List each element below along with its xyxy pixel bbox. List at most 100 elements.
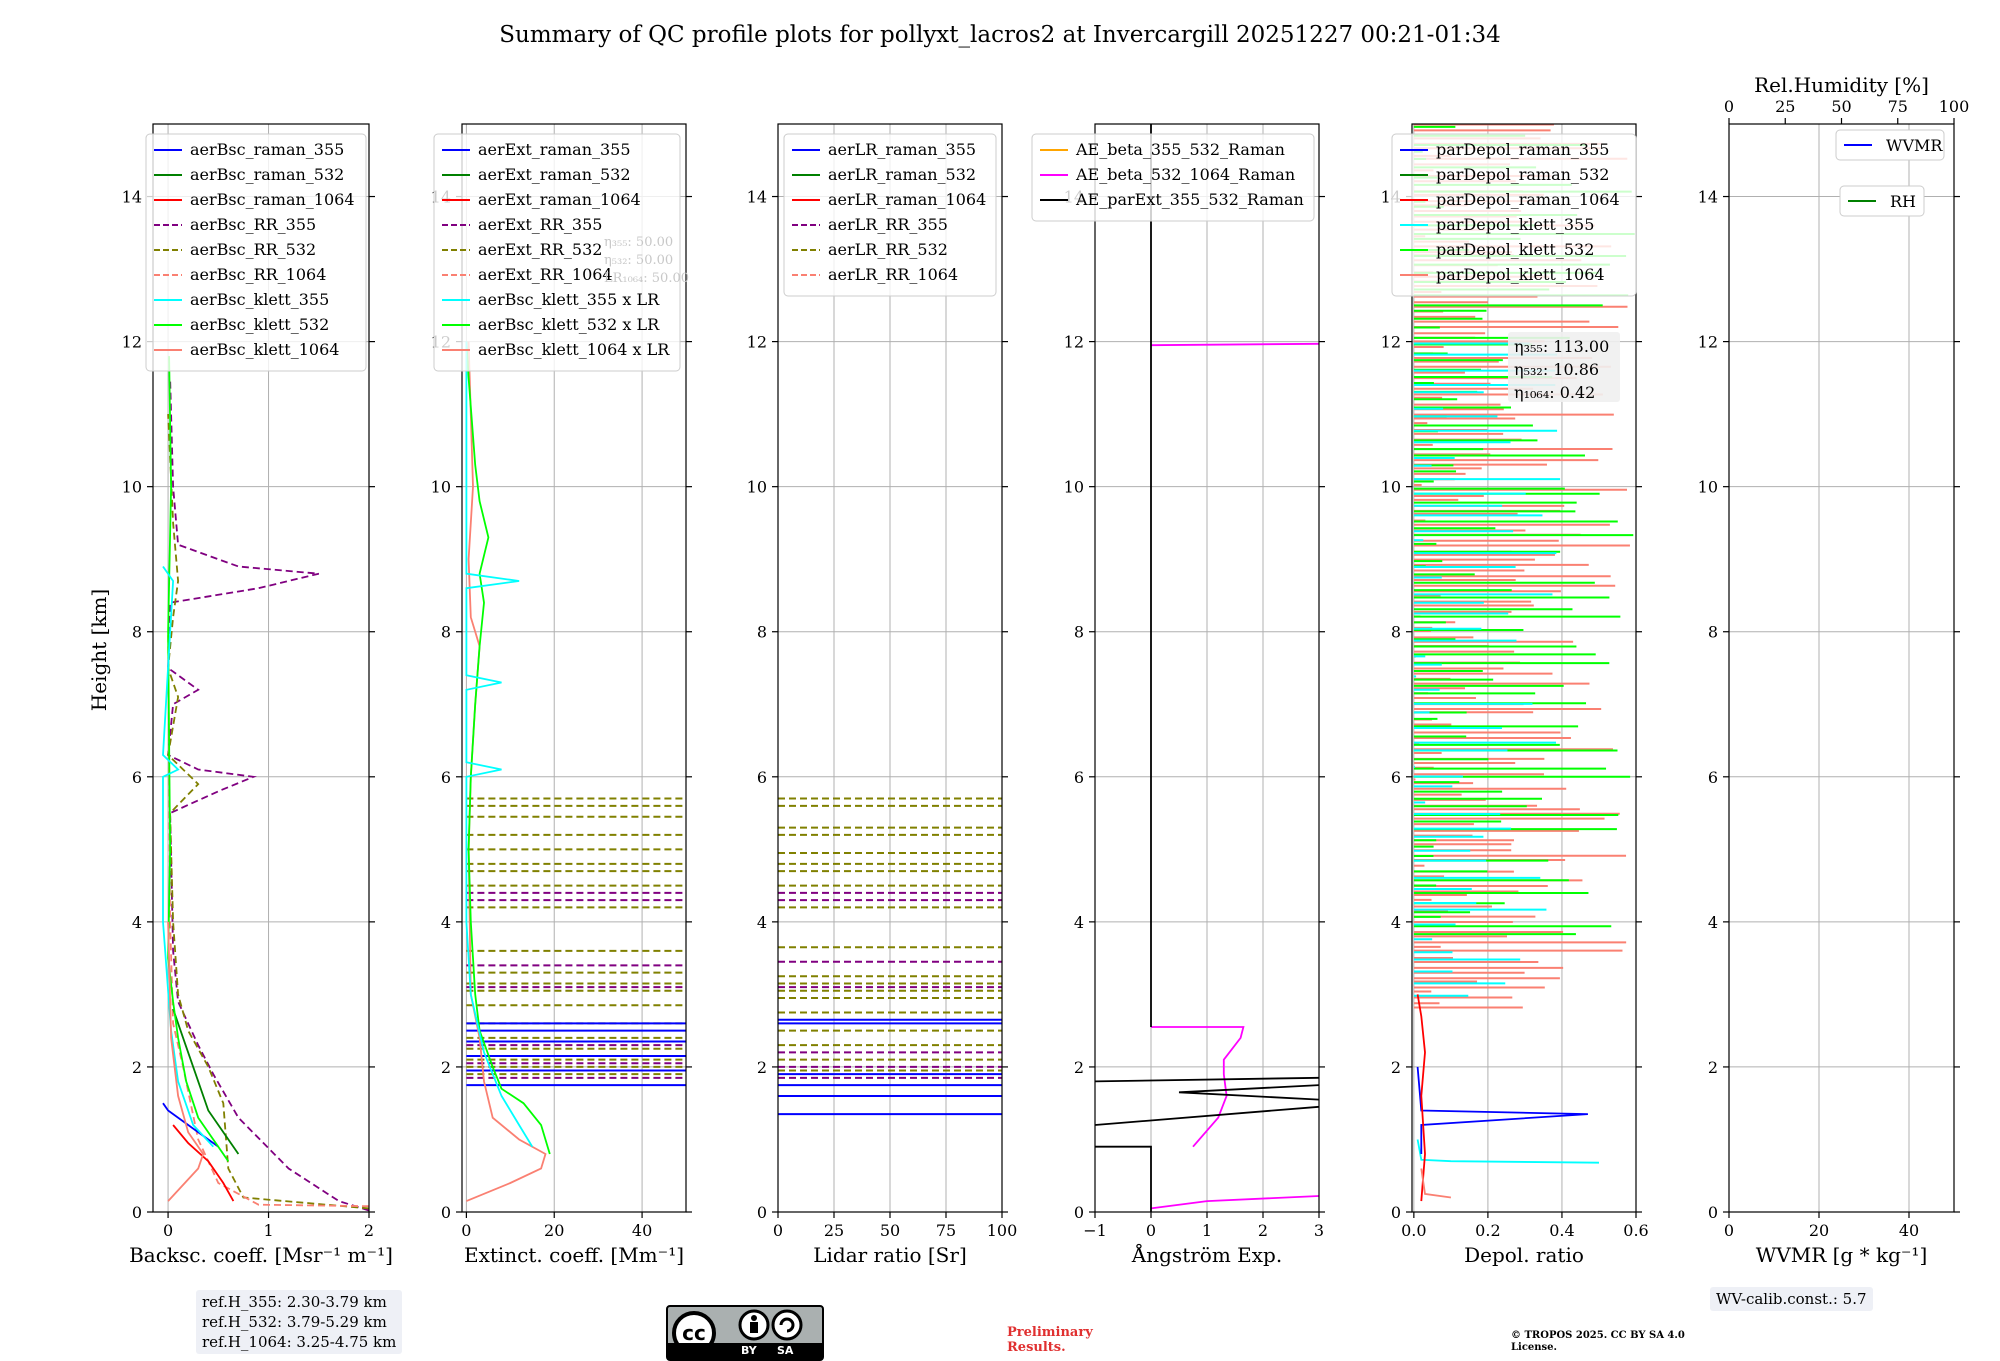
series-AE_parExt_355_532_Raman [1095,1105,1319,1126]
x-tick-label: 40 [632,1221,652,1240]
y-tick-label: 6 [441,768,451,787]
y-tick-label: 6 [1074,768,1084,787]
y-tick-label: 0 [757,1203,767,1222]
legend-box [1391,133,1637,297]
legend-label: RH [1890,192,1916,211]
y-tick-label: 4 [132,913,142,932]
y-tick-label: 10 [122,478,142,497]
y-tick-label: 8 [1708,623,1718,642]
legend-label: aerBsc_RR_355 [190,215,316,234]
x-tick-label: 0 [1724,1221,1734,1240]
series-aerBsc_klett_355 x LR [465,341,534,1148]
x-tick-label: 0.2 [1475,1221,1500,1240]
x-axis-label: Extinct. coeff. [Mm⁻¹] [464,1243,684,1267]
x-tick-label: 0.6 [1623,1221,1648,1240]
series-AE_parExt_355_532_Raman [1178,1084,1319,1101]
axes-frame [1728,123,1955,1213]
y-tick-label: 14 [1698,188,1718,207]
series-parDepol_klett_355 [1416,1139,1600,1164]
legend-ext: aerExt_raman_355 aerExt_raman_532 aerExt_r… [433,133,681,372]
ref-height-1064: ref.H_1064: 3.25-4.75 km [202,1333,397,1351]
top-x-tick-label: 0 [1724,97,1734,116]
eta-annotation: η₃₅₅: 113.00 [1514,337,1609,356]
x-tick-label: −1 [1083,1221,1107,1240]
axes-frame [1411,123,1637,1213]
legend-label: aerBsc_klett_532 x LR [478,315,660,334]
cc-sa-label: SA [777,1344,794,1357]
y-tick-label: 12 [122,333,142,352]
series-AE_beta_532_1064_Raman [1150,1195,1319,1210]
legend-label: aerBsc_klett_1064 [190,340,339,359]
y-tick-label: 12 [1064,333,1084,352]
y-tick-label: 8 [132,623,142,642]
series-AE_parExt_355_532_Raman [1095,1076,1319,1083]
x-tick-label: 0 [1146,1221,1156,1240]
legend-label: aerLR_RR_355 [828,215,948,234]
legend-label: aerBsc_raman_1064 [190,190,355,209]
series-AE_parExt_355_532_Raman [1095,1145,1152,1212]
panel-lr: 0 2 4 6 8 10 12 14 0 25 50 75 100 Lidar ratio [Sr] aer… [747,123,1017,1267]
series-parDepol_raman_1064 [1416,994,1426,1202]
legend-label: aerBsc_klett_532 [190,315,329,334]
legend-box-wvmr [1835,129,1945,161]
series-aerBsc_raman_1064 [172,1124,235,1202]
legend-label: aerExt_raman_355 [478,140,631,159]
legend-label: aerExt_raman_532 [478,165,631,184]
y-tick-label: 12 [1698,333,1718,352]
y-tick-label: 14 [747,188,767,207]
legend-label: aerLR_RR_1064 [828,265,958,284]
legend-label: parDepol_raman_355 [1436,140,1609,159]
y-tick-label: 12 [1381,333,1401,352]
legend-label: aerBsc_RR_532 [190,240,316,259]
x-tick-label: 0 [773,1221,783,1240]
cc-logo-icon: cc [672,1309,803,1343]
copyright-note: © TROPOS 2025. CC BY SA 4.0 License. [1511,1330,1685,1353]
top-x-tick-label: 50 [1831,97,1851,116]
y-tick-label: 2 [441,1058,451,1077]
y-tick-label: 14 [122,188,142,207]
y-tick-label: 2 [1391,1058,1401,1077]
preliminary-note: Preliminary Results. [1007,1325,1093,1355]
plot-area-lr [778,797,1002,1116]
eta-annotation: η₁₀₆₄: 0.42 [1514,383,1595,402]
series-aerBsc_RR_1064 [167,631,369,1208]
figure-title: Summary of QC profile plots for pollyxt_… [499,22,1501,48]
legend-label: aerExt_raman_1064 [478,190,641,209]
x-axis-label: Ångström Exp. [1131,1242,1282,1267]
legend-label: AE_beta_355_532_Raman [1075,140,1285,159]
legend-bsc: aerBsc_raman_355 aerBsc_raman_532 aerBsc_r… [145,133,367,372]
x-tick-label: 50 [880,1221,900,1240]
axes-frame [461,123,687,1213]
y-axis-label: Height [km] [87,589,111,711]
cc-logo-text: cc [682,1321,706,1343]
legend-label: parDepol_raman_532 [1436,165,1609,184]
legend-label: parDepol_klett_1064 [1436,265,1605,284]
series-aerBsc_klett_355 [162,565,214,1148]
wv-calib-box: WV-calib.const.: 5.7 [1710,1287,1873,1311]
legend-box-rh [1839,185,1925,217]
legend-label: AE_beta_532_1064_Raman [1075,165,1295,184]
y-tick-label: 2 [1708,1058,1718,1077]
x-tick-label: 1 [1202,1221,1212,1240]
series-AE_beta_532_1064_Raman [1151,1026,1245,1148]
ref-height-532: ref.H_532: 3.79-5.29 km [202,1313,387,1331]
legend-label: aerBsc_klett_355 x LR [478,290,660,309]
y-tick-label: 0 [1708,1203,1718,1222]
ref-height-box: ref.H_355: 2.30-3.79 km ref.H_532: 3.79-… [196,1290,403,1354]
axes-frame [152,123,370,1213]
legend-box [783,133,997,297]
legend-label: aerBsc_klett_1064 x LR [478,340,670,359]
legend-label: aerBsc_klett_355 [190,290,329,309]
x-tick-label: 2 [364,1221,374,1240]
y-tick-label: 10 [431,478,451,497]
y-tick-label: 0 [1074,1203,1084,1222]
legend-lr: aerLR_raman_355 aerLR_raman_532 aerLR_rama… [783,133,997,297]
y-tick-label: 10 [1381,478,1401,497]
y-tick-label: 0 [441,1203,451,1222]
legend-label: aerExt_RR_355 [478,215,602,234]
legend-box [145,133,367,372]
legend-label: WVMR [1886,136,1943,155]
y-tick-label: 4 [1074,913,1084,932]
